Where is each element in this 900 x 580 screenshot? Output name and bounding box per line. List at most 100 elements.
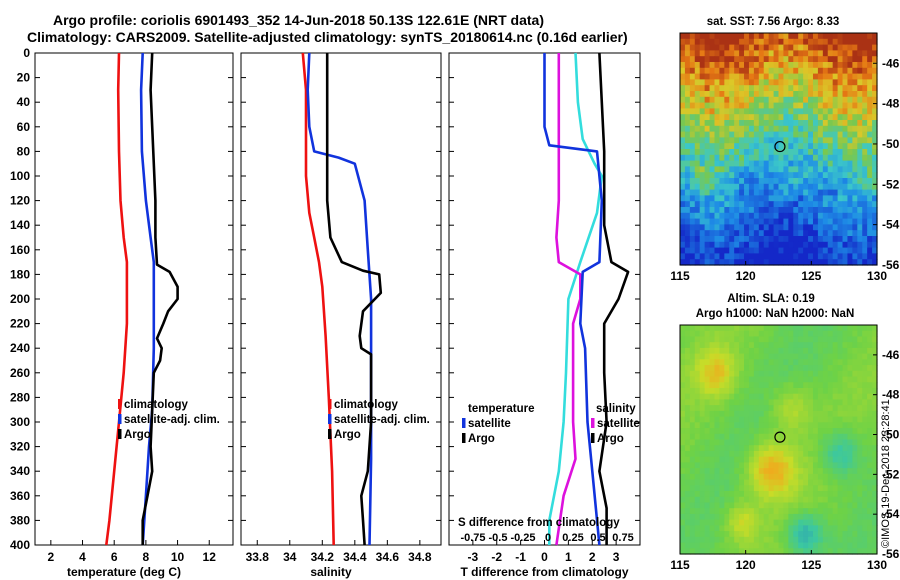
heatmap-cell (872, 513, 878, 521)
heatmap-cell (724, 456, 730, 463)
heatmap-cell (798, 519, 804, 526)
heatmap-cell (773, 91, 780, 98)
heatmap-cell (832, 67, 839, 75)
heatmap-cell (744, 473, 750, 481)
heatmap-cell (837, 365, 844, 372)
heatmap-cell (689, 166, 696, 173)
heatmap-cell (768, 195, 775, 202)
heatmap-cell (739, 485, 745, 492)
heatmap-cell (872, 376, 878, 383)
heatmap-cell (827, 508, 834, 515)
heatmap-cell (803, 433, 809, 441)
heatmap-cell (862, 491, 868, 498)
heatmap-cell (719, 456, 725, 463)
heatmap-cell (709, 485, 716, 492)
heatmap-cell (719, 91, 725, 98)
heatmap-cell (758, 410, 765, 418)
heatmap-cell (867, 67, 873, 75)
heatmap-cell (827, 410, 834, 418)
heatmap-cell (842, 120, 849, 127)
heatmap-cell (867, 253, 873, 260)
heatmap-cell (808, 422, 814, 429)
heatmap-cell (739, 548, 745, 555)
heatmap-cell (793, 445, 799, 452)
heatmap-cell (739, 50, 745, 57)
heatmap-cell (867, 439, 873, 446)
heatmap-cell (852, 536, 858, 544)
heatmap-cell (817, 525, 824, 532)
heatmap-cell (689, 125, 696, 133)
heatmap-cell (788, 416, 794, 423)
heatmap-cell (689, 393, 696, 401)
heatmap-cell (872, 33, 878, 40)
heatmap-cell (729, 496, 735, 504)
heatmap-cell (744, 120, 750, 127)
heatmap-cell (857, 405, 863, 412)
heatmap-cell (832, 56, 839, 63)
heatmap-cell (768, 382, 775, 389)
heatmap-cell (768, 513, 775, 521)
heatmap-cell (704, 370, 711, 378)
heatmap-cell (719, 125, 725, 133)
heatmap-cell (842, 259, 849, 266)
heatmap-cell (783, 342, 789, 349)
heatmap-cell (827, 154, 834, 162)
heatmap-cell (773, 50, 780, 57)
heatmap-cell (817, 456, 824, 463)
heatmap-cell (793, 416, 799, 423)
heatmap-cell (734, 422, 740, 429)
legend-label: satellite (468, 418, 511, 430)
heatmap-cell (862, 450, 868, 458)
heatmap-cell (689, 336, 696, 343)
heatmap-cell (719, 38, 725, 46)
heatmap-cell (714, 178, 720, 185)
heatmap-cell (724, 166, 730, 173)
heatmap-cell (758, 439, 765, 446)
heatmap-cell (734, 183, 740, 191)
heatmap-cell (768, 114, 775, 121)
heatmap-cell (862, 542, 868, 549)
heatmap-cell (709, 259, 716, 266)
heatmap-cell (798, 347, 804, 355)
heatmap-cell (808, 73, 814, 80)
heatmap-cell (788, 178, 794, 185)
heatmap-cell (812, 370, 819, 378)
heatmap-cell (758, 236, 765, 243)
heatmap-cell (768, 370, 775, 378)
heatmap-cell (778, 85, 785, 92)
heatmap-cell (709, 416, 716, 423)
title-line-2: Climatology: CARS2009. Satellite-adjuste… (27, 29, 628, 45)
heatmap-cell (852, 548, 858, 555)
heatmap-cell (734, 67, 740, 75)
heatmap-cell (699, 62, 706, 69)
heatmap-cell (842, 433, 849, 441)
heatmap-cell (744, 519, 750, 526)
heatmap-cell (822, 218, 829, 225)
heatmap-cell (739, 195, 745, 202)
heatmap-cell (768, 387, 775, 395)
heatmap-cell (704, 479, 711, 486)
heatmap-cell (768, 410, 775, 418)
heatmap-cell (739, 439, 745, 446)
heatmap-cell (689, 416, 696, 423)
heatmap-cell (788, 224, 794, 231)
heatmap-cell (852, 62, 858, 69)
heatmap-cell (847, 91, 853, 98)
heatmap-cell (694, 428, 701, 435)
heatmap-cell (768, 149, 775, 156)
heatmap-cell (857, 496, 863, 504)
heatmap-cell (852, 491, 858, 498)
heatmap-cell (680, 450, 686, 458)
heatmap-cell (699, 241, 706, 249)
heatmap-cell (729, 178, 735, 185)
heatmap-cell (872, 405, 878, 412)
heatmap-cell (837, 485, 844, 492)
heatmap-cell (714, 195, 720, 202)
heatmap-cell (867, 149, 873, 156)
heatmap-cell (768, 525, 775, 532)
heatmap-cell (724, 405, 730, 412)
heatmap-cells-sst-map (680, 33, 878, 266)
heatmap-cell (837, 149, 844, 156)
heatmap-cell (798, 79, 804, 86)
heatmap-cell (803, 376, 809, 383)
